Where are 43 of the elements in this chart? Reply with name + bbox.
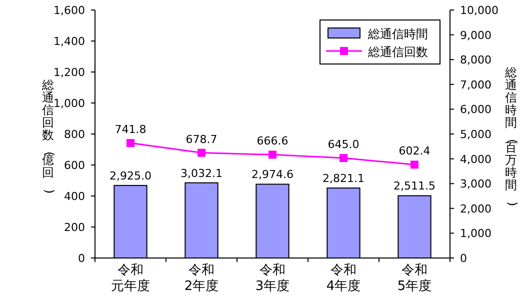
text: 総通信時間(百万時間) — [505, 66, 520, 206]
legend-label: 総通信回数 — [367, 45, 428, 59]
data-label: 2,974.6 — [252, 168, 294, 182]
x-tick-label: 令和3年度 — [255, 263, 290, 294]
y2-tick-label: 3,000 — [460, 178, 492, 191]
y-tick-label: 400 — [64, 190, 85, 203]
y-tick-label: 600 — [64, 159, 85, 172]
y-tick-label: 1,200 — [54, 66, 85, 79]
y2-tick-label: 6,000 — [460, 103, 492, 116]
y-tick-label: 800 — [64, 128, 85, 141]
data-label: 741.8 — [114, 123, 146, 136]
y-tick-label: 1,600 — [54, 4, 85, 17]
y2-tick-label: 1,000 — [460, 227, 492, 240]
y2-tick-label: 0 — [460, 252, 467, 265]
y2-tick-label: 2,000 — [460, 202, 492, 216]
data-label: 678.7 — [186, 132, 218, 146]
y2-tick-label: 8,000 — [460, 54, 492, 67]
data-label: 666.6 — [256, 134, 288, 148]
x-tick-label: 令和2年度 — [184, 263, 219, 294]
x-tick-label: 令和5年度 — [397, 263, 432, 294]
point — [126, 139, 134, 148]
y-tick-label: 0 — [78, 252, 85, 265]
point — [340, 154, 348, 162]
x-tick-label: 令和4年度 — [326, 263, 361, 294]
y2-tick-label: 5,000 — [460, 128, 492, 141]
y2-tick-label: 9,000 — [460, 28, 492, 42]
legend-label: 総通信時間 — [367, 27, 428, 41]
data-label: 2,821.1 — [322, 172, 364, 186]
data-label: 2,925.0 — [110, 169, 152, 182]
data-label: 2,511.5 — [394, 180, 436, 193]
point — [198, 148, 206, 157]
data-label: 3,032.1 — [180, 166, 222, 180]
y-tick-label: 1,400 — [54, 35, 85, 48]
y-tick-label: 1,000 — [54, 97, 85, 110]
data-label: 645.0 — [328, 138, 360, 152]
y2-tick-label: 10,000 — [460, 4, 498, 17]
y2-tick-label: 7,000 — [460, 78, 492, 92]
x-tick-label: 令和元年度 — [111, 263, 150, 294]
y2-tick-label: 4,000 — [460, 152, 492, 166]
point — [268, 150, 276, 159]
data-label: 602.4 — [398, 144, 430, 158]
y-tick-label: 200 — [64, 221, 85, 234]
point — [410, 160, 418, 169]
